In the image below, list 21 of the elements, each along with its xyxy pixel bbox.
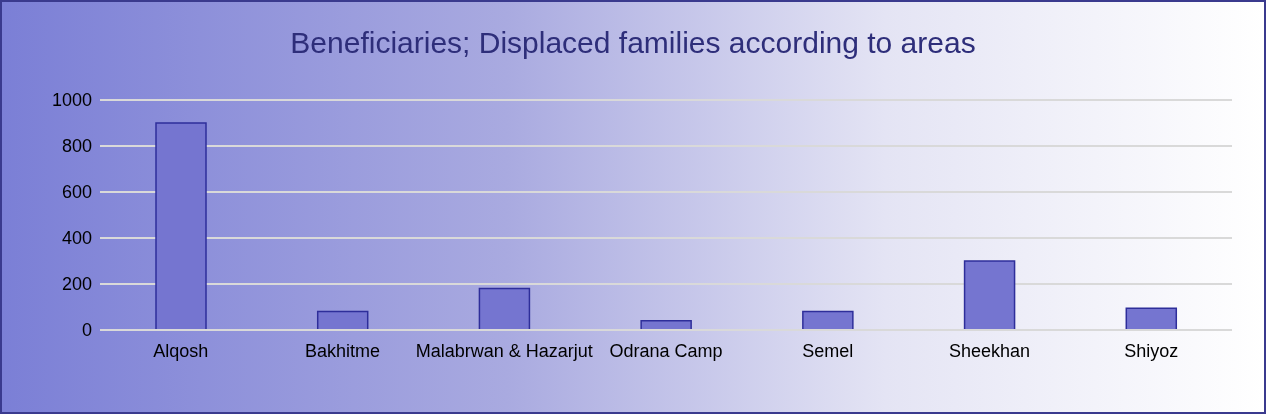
bar bbox=[316, 310, 369, 330]
x-tick-label: Bakhitme bbox=[305, 340, 381, 361]
y-tick-label: 800 bbox=[61, 136, 92, 157]
bar bbox=[478, 287, 531, 330]
x-tick-label: Alqosh bbox=[153, 340, 209, 361]
y-tick-label: 600 bbox=[61, 182, 92, 203]
chart-title: Beneficiaries; Displaced families according to areas bbox=[289, 26, 977, 60]
bar bbox=[963, 260, 1016, 330]
y-tick-label: 0 bbox=[81, 320, 92, 341]
y-tick-label: 200 bbox=[61, 274, 92, 295]
y-tick-label: 400 bbox=[61, 228, 92, 249]
x-tick-label: Shiyoz bbox=[1124, 340, 1179, 361]
bar bbox=[802, 310, 854, 330]
bar bbox=[155, 122, 207, 330]
x-tick-label: Odrana Camp bbox=[609, 340, 723, 361]
x-tick-label: Semel bbox=[802, 340, 854, 361]
x-tick-label: Sheekhan bbox=[948, 340, 1030, 361]
x-tick-label: Malabrwan & Hazarjut bbox=[415, 340, 593, 361]
y-tick-label: 1000 bbox=[51, 90, 92, 111]
bar bbox=[1125, 307, 1178, 330]
bar bbox=[640, 320, 692, 330]
